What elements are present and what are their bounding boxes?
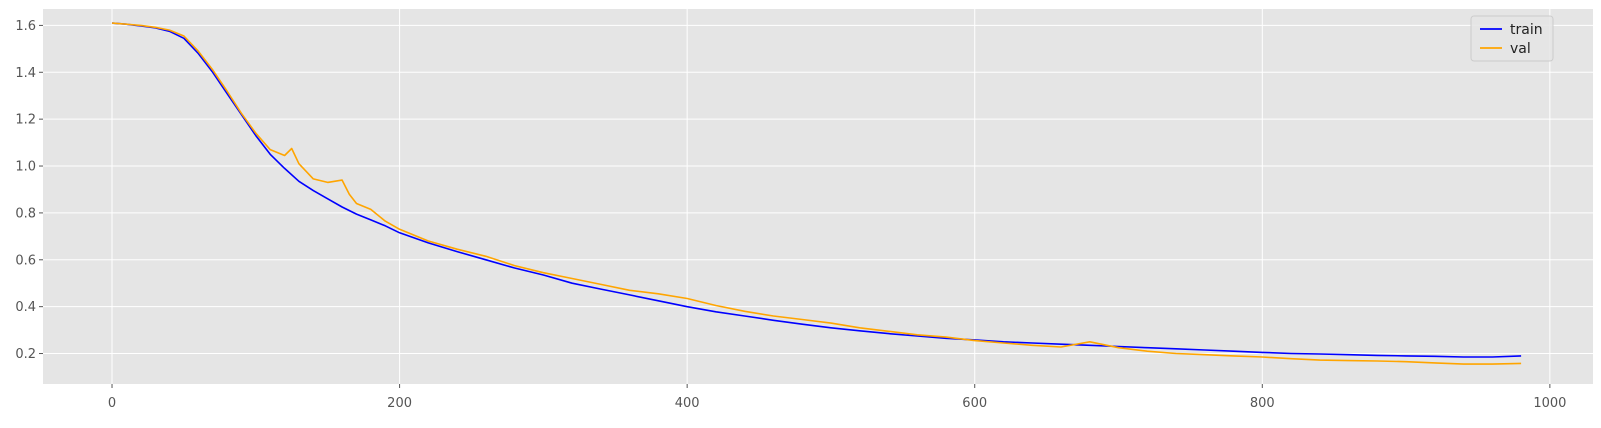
series-line-train (111, 22, 1522, 358)
y-axis-ticks: 0.2 0.4 0.6 0.8 1.0 1.2 1.4 1.6 (15, 19, 43, 362)
y-tick-label: 0.6 (15, 253, 36, 268)
x-tick-label: 800 (1250, 396, 1275, 411)
x-axis-ticks: 0 200 400 600 800 1000 (108, 384, 1566, 411)
series-line-val (111, 22, 1522, 365)
y-tick-label: 0.4 (15, 300, 36, 315)
y-tick-label: 1.4 (15, 66, 36, 81)
legend: train val (1470, 15, 1554, 62)
y-tick-label: 0.2 (15, 347, 36, 362)
x-tick-label: 400 (675, 396, 700, 411)
y-tick-label: 1.2 (15, 113, 36, 128)
x-tick-label: 600 (962, 396, 987, 411)
plot-area-background (43, 9, 1593, 384)
x-tick-label: 1000 (1533, 396, 1566, 411)
legend-box (1470, 15, 1554, 62)
x-tick-label: 0 (108, 396, 116, 411)
legend-label-train: train (1510, 22, 1543, 38)
x-tick-label: 200 (387, 396, 412, 411)
y-tick-label: 1.0 (15, 160, 36, 175)
series-lines (111, 22, 1522, 365)
y-tick-label: 1.6 (15, 19, 36, 34)
legend-label-val: val (1510, 41, 1531, 57)
y-tick-label: 0.8 (15, 206, 36, 221)
